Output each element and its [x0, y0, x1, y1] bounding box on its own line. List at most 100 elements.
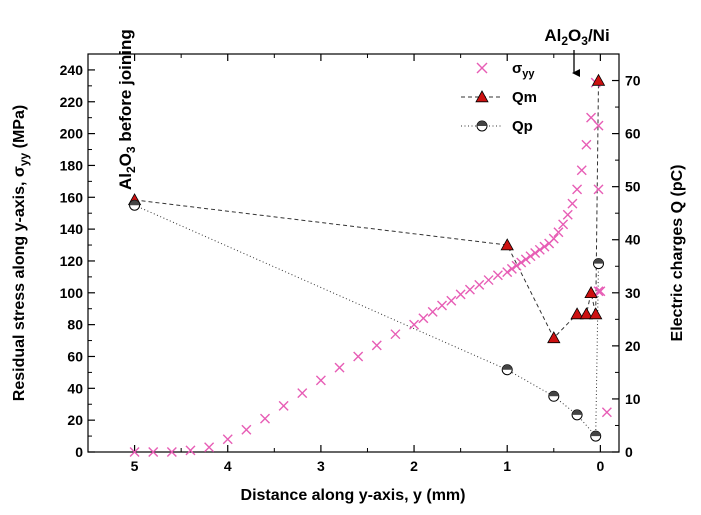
x-stroke	[222, 434, 233, 445]
sigma-yy-point	[581, 139, 592, 150]
sigma-yy-point	[315, 375, 326, 386]
Qm-point	[591, 73, 606, 86]
y-right-axis-title: Electric charges Q (pC)	[669, 165, 686, 342]
sigma-yy-point	[593, 120, 604, 131]
sigma-yy-point	[353, 351, 364, 362]
sigma-yy-point	[502, 267, 513, 278]
sigma-yy-point	[506, 263, 517, 274]
sigma-yy-point	[334, 362, 345, 373]
sigma-yy-point	[185, 445, 196, 456]
x-stroke	[520, 254, 531, 265]
x-stroke	[593, 120, 604, 131]
x-stroke	[562, 209, 573, 220]
y-left-tick-label: 20	[67, 412, 83, 428]
series-markers	[127, 73, 612, 457]
x-stroke	[166, 447, 177, 457]
sigma-yy-point	[409, 319, 420, 330]
sigma-yy-point	[572, 184, 583, 195]
x-stroke	[148, 447, 159, 457]
Qm-point	[500, 238, 514, 251]
Qp-point	[590, 430, 602, 442]
sigma-yy-point	[576, 165, 587, 176]
x-stroke	[530, 248, 541, 258]
legend-label-sigma_yy: σyy	[512, 60, 535, 80]
sigma-yy-point	[520, 254, 531, 265]
x-tick-label: 1	[503, 458, 511, 474]
annotation-al2o3-ni: Al2O3/Ni	[544, 26, 609, 48]
x-stroke	[506, 263, 517, 274]
x-tick-label: 2	[410, 458, 418, 474]
sigma-yy-point	[539, 241, 550, 252]
x-tick-label: 0	[596, 458, 604, 474]
sigma-yy-point	[553, 227, 564, 238]
x-stroke	[464, 284, 475, 295]
x-stroke	[297, 388, 308, 399]
x-stroke	[129, 447, 140, 457]
y-left-tick-label: 100	[60, 285, 84, 301]
x-stroke	[474, 279, 485, 290]
Qp-point	[571, 409, 583, 421]
Qp-point	[501, 364, 513, 376]
legend-label-Qm: Qm	[512, 89, 537, 106]
x-axis-title: Distance along y-axis, y (mm)	[241, 487, 466, 504]
y-left-tick-label: 140	[60, 221, 84, 237]
sigma-yy-point	[222, 434, 233, 445]
x-stroke	[437, 300, 447, 311]
plot-frame	[87, 53, 620, 453]
sigma-yy-point	[548, 233, 559, 244]
sigma-yy-point	[558, 219, 569, 230]
sigma-yy-point	[567, 198, 578, 209]
legend-label-text: Qp	[512, 118, 533, 135]
y-right-tick-label: 40	[625, 232, 641, 248]
circle-top-half	[593, 258, 604, 264]
sigma-yy-point	[530, 248, 541, 258]
sigma-yy-point	[525, 251, 536, 262]
x-stroke	[353, 351, 364, 362]
sigma-yy-point	[534, 244, 545, 255]
x-stroke	[576, 165, 587, 176]
x-stroke	[334, 362, 345, 373]
y-right-tick-label: 30	[625, 285, 641, 301]
Qm-point	[579, 307, 594, 320]
sigma-yy-point	[148, 447, 159, 457]
x-stroke	[483, 275, 494, 286]
sigma-yy-point	[511, 260, 522, 271]
x-stroke	[548, 233, 559, 244]
circle-top-half	[477, 121, 487, 126]
x-stroke	[418, 313, 429, 324]
sigma-yy-point	[278, 400, 289, 411]
circle-top-half	[590, 431, 601, 437]
Qp-point	[129, 199, 141, 211]
x-stroke	[572, 184, 583, 195]
sigma-yy-point	[427, 306, 438, 317]
x-stroke	[278, 400, 289, 411]
y-left-tick-label: 200	[60, 126, 84, 142]
x-tick-label: 3	[317, 458, 325, 474]
annotation-before-joining: Al2O3 before joining	[116, 29, 138, 190]
x-stroke	[601, 407, 612, 418]
x-stroke	[586, 112, 597, 123]
legend-label-text: Qm	[512, 89, 537, 106]
legend-label-text: σ	[512, 60, 522, 77]
y-left-axis-title: Residual stress along y-axis, σyy (MPa)	[11, 105, 31, 401]
sigma-yy-point	[455, 289, 466, 300]
sigma-yy-point	[586, 112, 597, 123]
sigma-yy-point	[483, 275, 494, 286]
x-tick-label: 5	[131, 458, 139, 474]
Qm-point	[547, 331, 561, 344]
Qm-point	[570, 307, 584, 320]
sigma-yy-point	[601, 407, 612, 418]
y-left-tick-label: 240	[60, 62, 84, 78]
sigma-yy-point	[371, 340, 382, 351]
x-stroke	[371, 340, 382, 351]
x-stroke	[427, 306, 438, 317]
x-stroke	[476, 62, 488, 74]
x-stroke	[409, 319, 420, 330]
sigma-yy-point	[241, 424, 252, 435]
x-stroke	[185, 445, 196, 456]
axis-ticks: 5 4 3 2 1 00204060801001201401601802002202400…	[60, 53, 641, 474]
sigma-yy-point	[516, 257, 527, 268]
x-stroke	[593, 184, 604, 195]
y-left-tick-label: 80	[67, 317, 83, 333]
